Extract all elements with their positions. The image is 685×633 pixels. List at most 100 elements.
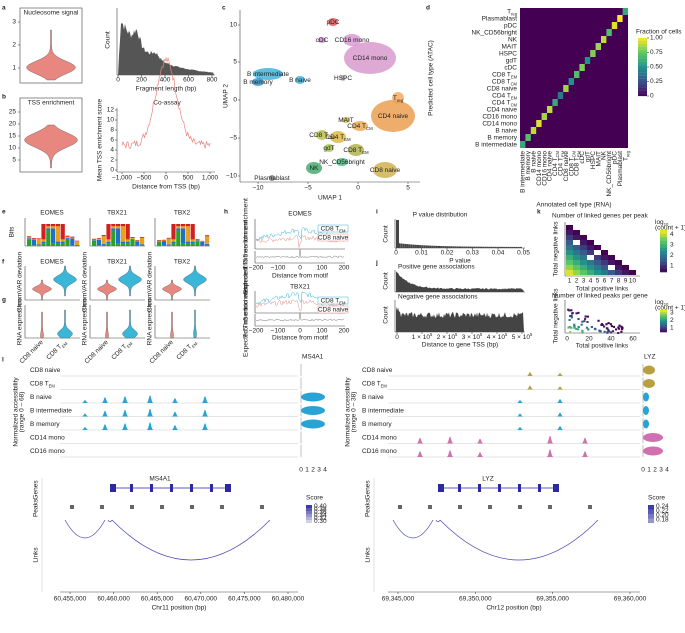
histogram-bar — [410, 244, 413, 248]
cluster-blob — [352, 121, 368, 131]
tick-label: 1 — [568, 278, 572, 285]
density-cell — [617, 326, 620, 329]
logo-letter — [27, 239, 32, 246]
row-label: CD4 naive — [487, 106, 518, 113]
tss-line — [121, 56, 211, 150]
col-label: Treg — [622, 150, 630, 161]
label: Total negative links — [553, 288, 560, 344]
density-cell — [568, 318, 571, 321]
cluster-label: HSPC — [334, 75, 352, 82]
cluster-blob — [330, 131, 346, 143]
histogram-bar — [414, 244, 417, 248]
density-cell — [566, 255, 573, 260]
cluster-label: cDC — [316, 37, 329, 44]
exon — [438, 484, 444, 492]
histogram-bar — [467, 246, 470, 248]
density-cell — [603, 330, 606, 333]
label-text: B naive — [289, 77, 311, 84]
logo-letter — [55, 224, 60, 227]
plot-title: TBX21 — [290, 284, 310, 291]
label: Co-assay — [153, 100, 181, 107]
histogram-bar — [421, 245, 424, 248]
density-cell — [568, 309, 571, 312]
subscript: reg — [625, 150, 630, 157]
density-cell — [611, 330, 615, 333]
density-cell — [587, 260, 594, 265]
label-text: pDC — [504, 22, 517, 29]
heatmap-cell — [584, 57, 591, 64]
label: Score — [306, 495, 323, 502]
track-label: CD16 mono — [362, 448, 397, 455]
logo-letter — [41, 243, 46, 246]
cluster-blob — [316, 130, 328, 140]
colorbar-step — [660, 251, 667, 255]
track-label: B memory — [30, 421, 60, 428]
label-text: HSPC — [334, 75, 352, 82]
histogram-bar — [498, 246, 501, 248]
label-text: 3 × 10 — [462, 334, 481, 341]
row-label: gdT — [506, 57, 517, 64]
density-cell — [580, 255, 587, 260]
tick-label: 10 — [107, 117, 115, 124]
density-cell — [583, 317, 587, 320]
label-text: pDC — [611, 151, 618, 164]
label-text: NK_CD56bright — [471, 29, 517, 36]
logo-letter — [92, 240, 97, 241]
logo-letter — [200, 241, 205, 242]
tick-label: −5 — [304, 185, 312, 192]
colorbar-step — [660, 313, 667, 316]
density-cell — [566, 225, 573, 230]
label-text: HSPC — [499, 50, 517, 57]
tick-label: 0.32 — [314, 515, 327, 522]
label-text: B intermediate — [30, 407, 72, 414]
label-text: CD8 T — [309, 132, 328, 139]
tick-label: 0 — [116, 77, 120, 84]
label-text: CD8 T — [568, 157, 575, 176]
density-cell — [602, 325, 606, 328]
histogram-bar — [505, 246, 508, 248]
tick-label: 0 — [641, 467, 645, 474]
label: Distance from motif — [272, 273, 328, 280]
tick-label: 0.34 — [314, 512, 327, 519]
peak — [428, 505, 432, 509]
logo-letter — [92, 238, 97, 240]
logo-letter — [92, 240, 97, 246]
heatmap-cell — [568, 78, 574, 85]
label: (count + 1) — [655, 225, 685, 232]
label-text: T — [393, 95, 397, 102]
tick-label: 100 — [317, 328, 328, 335]
logo-letter — [140, 245, 145, 246]
label-text: B memory — [30, 421, 60, 428]
tick-label: 1 — [670, 262, 674, 269]
logo-letter — [116, 226, 121, 229]
label: Genes — [365, 480, 372, 500]
cluster-blob — [371, 100, 415, 132]
logo-letter — [65, 235, 70, 237]
label: Total positive links — [576, 286, 629, 293]
logo-letter — [161, 241, 166, 246]
label-text: CD8 naive — [30, 367, 61, 374]
subscript: EM — [344, 137, 351, 142]
label: TSS enrichment — [28, 100, 75, 107]
tick-label: 0.04 — [492, 250, 505, 257]
label-text: NK — [600, 150, 607, 160]
density-cell — [598, 330, 602, 333]
subscript: EM — [49, 383, 56, 388]
density-cell — [580, 240, 587, 245]
track-label: CD16 mono — [30, 448, 65, 455]
cluster-blob — [373, 162, 397, 178]
subscript: EM — [125, 340, 133, 348]
density-cell — [594, 265, 601, 270]
logo-letter — [190, 224, 195, 240]
density-cell — [580, 323, 583, 326]
density-cell — [594, 255, 601, 260]
col-label: B memory — [525, 150, 532, 180]
density-cell — [567, 308, 570, 311]
label: Number of linked genes per peak — [552, 213, 649, 220]
logo-letter — [125, 243, 130, 246]
density-cell — [612, 325, 616, 328]
heatmap-cell — [611, 22, 618, 29]
tick-label: 4 — [589, 278, 593, 285]
logo-letter — [116, 228, 121, 244]
peak — [160, 505, 164, 509]
